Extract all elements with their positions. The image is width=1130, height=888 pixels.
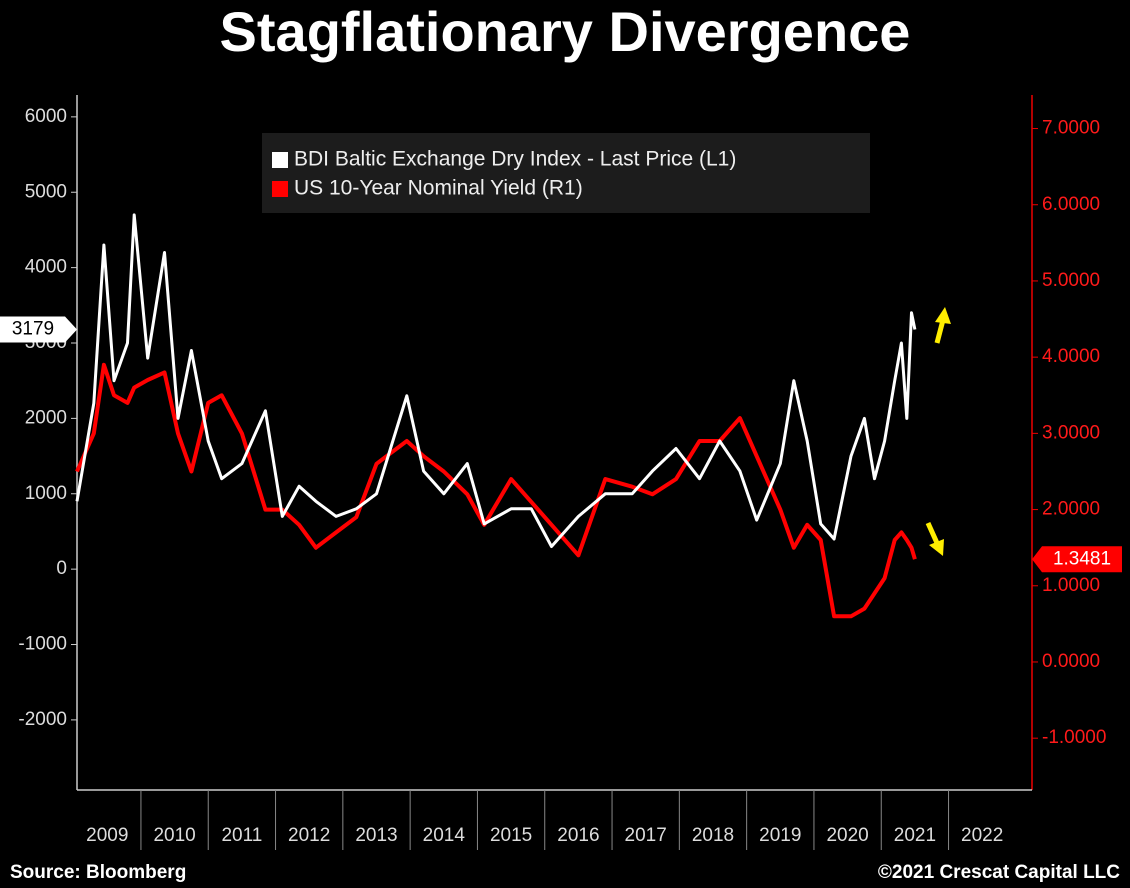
y-tick-label: 5000 [25,181,67,202]
copyright: ©2021 Crescat Capital LLC [878,862,1120,883]
y-tick-label: 1000 [25,483,67,504]
y2-tick-label: 5.0000 [1042,270,1100,291]
x-tick-label: 2009 [86,825,128,846]
legend-swatch [272,152,288,168]
x-tick-label: 2011 [221,825,262,846]
y2-tick-label: 6.0000 [1042,194,1100,215]
series-line [75,362,917,619]
x-tick-label: 2021 [894,825,936,846]
series-line [75,213,917,548]
y-tick-label: 4000 [25,257,67,278]
last-value-tag [1032,546,1122,573]
y2-tick-label: 7.0000 [1042,118,1100,139]
y-tick-label: 6000 [25,106,67,127]
y-tick-label: -1000 [18,634,67,655]
x-tick-label: 2019 [759,825,801,846]
x-tick-label: 2016 [557,825,599,846]
y2-tick-label: 2.0000 [1042,499,1100,520]
y-tick-label: -2000 [18,709,67,730]
y2-tick-label: -1.0000 [1042,727,1106,748]
legend-label: BDI Baltic Exchange Dry Index - Last Pri… [294,148,736,171]
x-tick-label: 2010 [153,825,195,846]
y2-tick-label: 3.0000 [1042,422,1100,443]
source: Source: Bloomberg [10,862,186,883]
x-tick-label: 2015 [490,825,532,846]
x-tick-label: 2013 [355,825,397,846]
x-tick-label: 2014 [423,825,466,846]
x-tick-label: 2018 [692,825,734,846]
arrow-up [934,307,951,344]
chart-title: Stagflationary Divergence [220,0,911,63]
last-value-label: 1.3481 [1053,548,1111,569]
y-tick-label: 0 [56,558,67,579]
y-tick-label: 2000 [25,407,67,428]
y2-tick-label: 1.0000 [1042,575,1100,596]
legend-box [262,133,870,213]
y2-tick-label: 4.0000 [1042,346,1100,367]
last-value-tag [0,316,77,343]
x-tick-label: 2017 [625,825,667,846]
legend-swatch [272,181,288,197]
x-tick-label: 2022 [961,825,1003,846]
x-tick-label: 2020 [826,825,868,846]
legend-label: US 10-Year Nominal Yield (R1) [294,177,583,200]
y2-tick-label: 0.0000 [1042,651,1100,672]
plot: -2000-10000100020003000400050006000-1.00… [0,95,1122,850]
x-tick-label: 2012 [288,825,330,846]
arrow-down [925,521,944,556]
last-value-label: 3179 [12,319,54,340]
